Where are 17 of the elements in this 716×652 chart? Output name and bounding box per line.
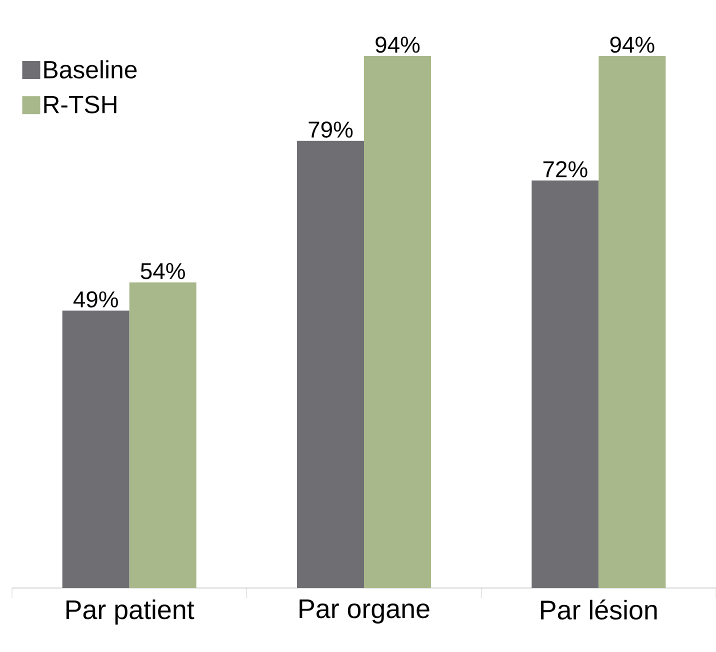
data-label: 54% — [140, 263, 185, 280]
bar — [62, 310, 130, 588]
bar — [129, 282, 196, 588]
bar — [598, 56, 666, 588]
x-tick-label: Par lésion — [541, 600, 657, 620]
legend-label: R-TSH — [44, 96, 116, 114]
data-label: 94% — [610, 36, 654, 53]
x-tick-label: Par organe — [300, 600, 430, 624]
bar — [532, 180, 599, 588]
bar — [364, 56, 432, 588]
x-tick-label: Par patient — [66, 600, 194, 625]
data-label: 79% — [308, 121, 353, 138]
data-label: 72% — [543, 161, 588, 178]
data-label: 94% — [376, 36, 420, 53]
legend-label: Baseline — [44, 60, 137, 78]
data-label: 49% — [73, 291, 118, 308]
bar — [297, 140, 364, 588]
